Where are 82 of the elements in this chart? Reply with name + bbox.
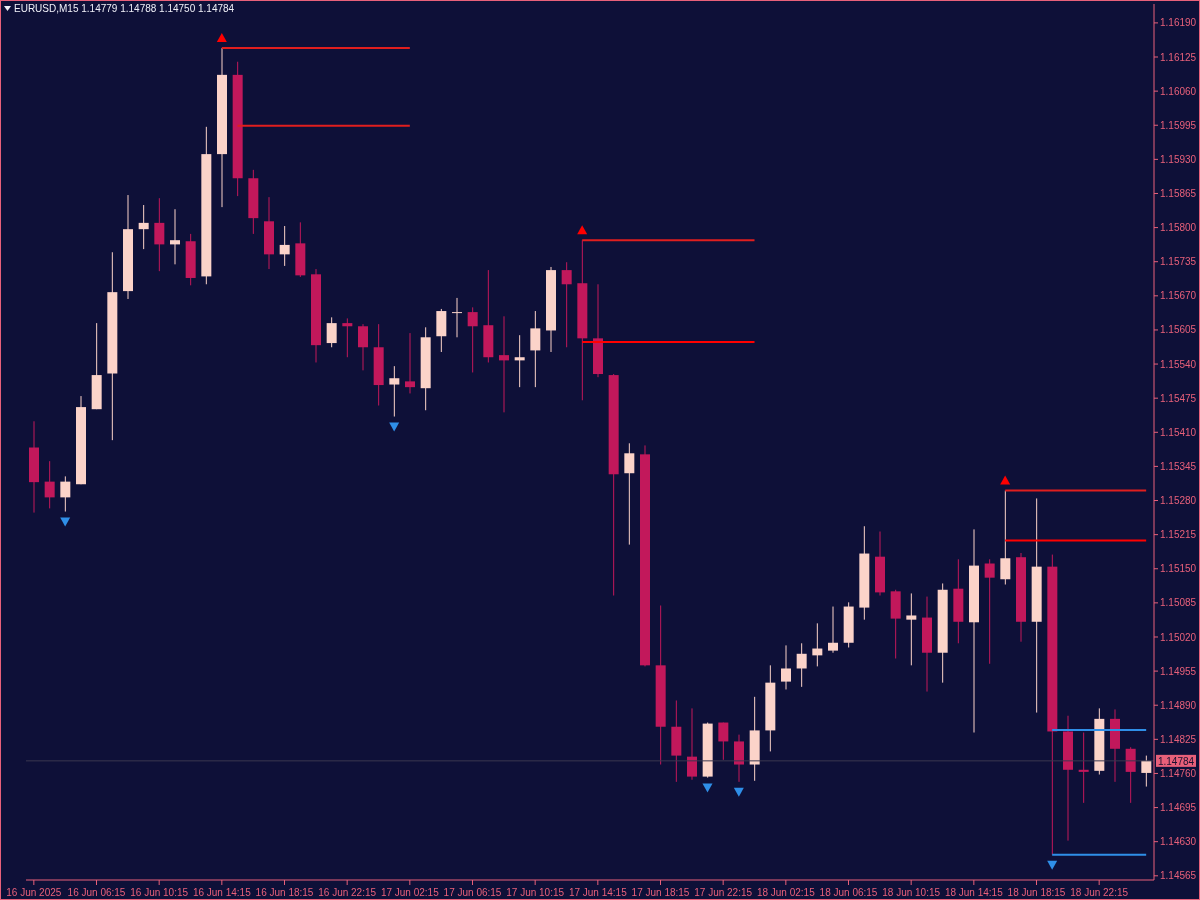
x-tick-label: 16 Jun 10:15	[130, 887, 189, 898]
candlestick	[1125, 746, 1136, 804]
x-tick-label: 18 Jun 06:15	[819, 887, 878, 898]
candlestick	[358, 323, 368, 371]
candlestick	[796, 642, 807, 688]
y-tick-label: 1.14565	[1160, 870, 1197, 882]
x-tick-label: 17 Jun 22:15	[694, 887, 753, 898]
x-tick-label: 18 Jun 10:15	[882, 887, 941, 898]
candlestick	[906, 592, 917, 666]
x-tick-label: 17 Jun 02:15	[380, 887, 440, 898]
candlestick	[1078, 732, 1089, 804]
y-tick-label: 1.15670	[1160, 290, 1197, 302]
candlestick	[687, 707, 697, 781]
candlestick	[326, 316, 337, 348]
point	[1000, 475, 1011, 485]
candlestick	[138, 204, 149, 250]
x-tick-label: 16 Jun 06:15	[67, 887, 126, 898]
y-tick-label: 1.15735	[1160, 256, 1197, 268]
candlestick	[734, 734, 744, 783]
candlestick	[499, 315, 509, 413]
point	[733, 787, 744, 797]
candlestick	[530, 310, 541, 388]
candlestick	[781, 644, 791, 690]
candlestick	[60, 475, 71, 513]
y-tick-label: 1.14760	[1160, 768, 1197, 779]
chart-title: EURUSD,M15 1.14779 1.14788 1.14750 1.14784	[14, 3, 235, 14]
x-tick-label: 17 Jun 14:15	[568, 887, 628, 898]
point	[577, 225, 588, 235]
candlestick	[154, 197, 165, 272]
candlestick	[828, 606, 838, 654]
y-tick-label: 1.14890	[1160, 699, 1197, 711]
y-tick-label: 1.14955	[1160, 665, 1197, 677]
candlestick	[1141, 755, 1152, 788]
y-tick-label: 1.15800	[1160, 222, 1197, 234]
x-tick-label: 17 Jun 10:15	[506, 887, 565, 898]
y-tick-label: 1.15475	[1160, 392, 1197, 404]
candlestick	[405, 332, 415, 394]
point	[216, 33, 227, 43]
candlestick	[279, 225, 290, 267]
ref-line-label: 1.14784	[1157, 755, 1195, 767]
candlestick	[452, 297, 462, 338]
candlestick	[389, 365, 400, 418]
point	[702, 783, 713, 793]
y-tick-label: 1.15280	[1160, 495, 1197, 507]
candlestick	[561, 261, 572, 348]
point	[1047, 860, 1058, 870]
candlestick	[624, 442, 635, 546]
y-tick-label: 1.15995	[1160, 119, 1197, 131]
x-tick-label: 18 Jun 14:15	[944, 887, 1004, 898]
candlestick	[44, 460, 55, 509]
x-tick-label: 16 Jun 14:15	[192, 887, 252, 898]
x-tick-label: 16 Jun 22:15	[318, 887, 377, 898]
y-tick-label: 1.15215	[1160, 529, 1197, 541]
y-tick-label: 1.16060	[1160, 85, 1197, 97]
y-tick-label: 1.15085	[1160, 597, 1197, 609]
y-tick-label: 1.15410	[1160, 426, 1197, 438]
x-tick-label: 18 Jun 22:15	[1070, 887, 1129, 898]
y-tick-label: 1.16125	[1160, 51, 1197, 63]
y-tick-label: 1.15020	[1160, 631, 1197, 643]
y-tick-label: 1.16190	[1160, 17, 1197, 29]
y-tick-label: 1.14825	[1160, 733, 1197, 745]
y-tick-label: 1.14695	[1160, 802, 1197, 814]
y-tick-label: 1.15540	[1160, 358, 1197, 370]
candlestick	[342, 317, 353, 358]
y-tick-label: 1.15345	[1160, 460, 1197, 472]
y-tick-label: 1.14630	[1160, 836, 1197, 848]
candlestick	[514, 334, 525, 388]
candlestick	[467, 306, 478, 373]
x-tick-label: 16 Jun 2025	[6, 887, 62, 898]
candlestick	[718, 722, 729, 761]
x-tick-label: 18 Jun 02:15	[756, 887, 816, 898]
candlestick	[1000, 490, 1011, 585]
y-tick-label: 1.15150	[1160, 563, 1197, 575]
x-tick-label: 18 Jun 18:15	[1007, 887, 1066, 898]
y-tick-label: 1.15865	[1160, 188, 1197, 200]
y-tick-label: 1.15930	[1160, 153, 1197, 165]
x-tick-label: 16 Jun 18:15	[255, 887, 314, 898]
x-tick-label: 17 Jun 06:15	[443, 887, 502, 898]
x-tick-label: 17 Jun 18:15	[631, 887, 690, 898]
candlestick	[984, 558, 995, 665]
candlestick	[170, 208, 180, 265]
y-tick-label: 1.15605	[1160, 324, 1197, 336]
